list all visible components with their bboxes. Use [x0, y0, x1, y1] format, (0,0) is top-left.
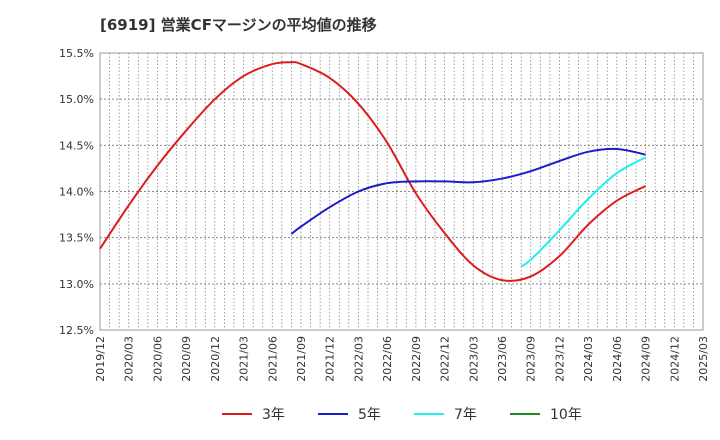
x-tick-label: 2021/03 [238, 336, 251, 382]
series-line-3 [520, 156, 647, 268]
chart-title: [6919] 営業CFマージンの平均値の推移 [100, 16, 377, 34]
x-tick-label: 2020/12 [209, 336, 222, 382]
series-line-2 [290, 147, 646, 235]
x-tick-label: 2020/06 [151, 336, 164, 382]
y-tick-label: 15.5% [59, 47, 94, 60]
x-tick-label: 2023/06 [496, 336, 509, 382]
legend-label: 3年 [262, 407, 285, 423]
x-tick-label: 2022/12 [439, 336, 452, 382]
y-tick-label: 13.5% [59, 232, 94, 245]
series-line-1 [99, 61, 647, 282]
x-tick-label: 2024/03 [582, 336, 595, 382]
x-tick-label: 2021/06 [266, 336, 279, 382]
x-tick-label: 2024/09 [640, 336, 653, 382]
y-tick-label: 14.0% [59, 186, 94, 199]
legend-label: 10年 [550, 407, 582, 423]
y-tick-label: 14.5% [59, 139, 94, 152]
grid [100, 53, 703, 330]
y-tick-label: 13.0% [59, 278, 94, 291]
x-tick-label: 2021/09 [295, 336, 308, 382]
x-tick-label: 2022/06 [381, 336, 394, 382]
x-tick-label: 2020/09 [180, 336, 193, 382]
x-tick-label: 2021/12 [324, 336, 337, 382]
y-axis: 12.5% 13.0% 13.5% 14.0% 14.5% 15.0% 15.5% [59, 47, 94, 337]
x-tick-label: 2022/03 [352, 336, 365, 382]
x-tick-label: 2024/12 [668, 336, 681, 382]
x-tick-label: 2024/06 [611, 336, 624, 382]
legend-label: 7年 [454, 407, 477, 423]
x-axis: 2019/12 2020/03 2020/06 2020/09 2020/12 2021/… [94, 336, 710, 382]
x-tick-label: 2019/12 [94, 336, 107, 382]
x-tick-label: 2023/09 [525, 336, 538, 382]
x-tick-label: 2023/03 [467, 336, 480, 382]
legend-label: 5年 [358, 407, 381, 423]
x-tick-label: 2023/12 [553, 336, 566, 382]
series-lines [99, 61, 647, 282]
y-tick-label: 12.5% [59, 324, 94, 337]
legend: 3年 5年 7年 10年 [222, 407, 582, 423]
x-tick-label: 2022/09 [410, 336, 423, 382]
y-tick-label: 15.0% [59, 93, 94, 106]
x-tick-label: 2020/03 [123, 336, 136, 382]
x-tick-label: 2025/03 [697, 336, 710, 382]
